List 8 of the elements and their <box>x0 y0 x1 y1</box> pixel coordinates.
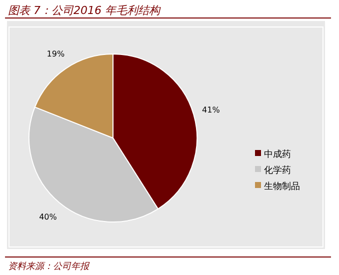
legend-label: 中成药 <box>264 149 291 160</box>
data-label: 41% <box>202 106 220 115</box>
data-label: 40% <box>39 212 58 222</box>
text: 资料来源：公司年报 <box>8 261 90 272</box>
legend-label: 生物制品 <box>264 181 300 192</box>
data-label: 19% <box>46 50 65 59</box>
legend-label: 化学药 <box>264 165 291 176</box>
chart-title: 图表 7：公司2016 年毛利结构 <box>8 4 161 17</box>
